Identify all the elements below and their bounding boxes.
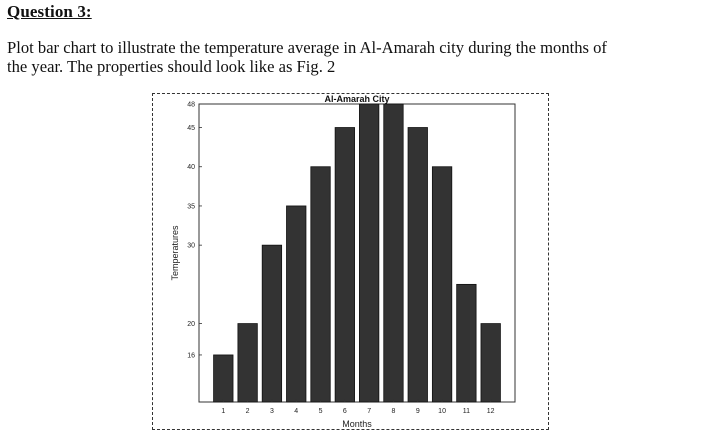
y-tick-label: 20 [187,321,195,328]
x-tick-label: 9 [416,408,420,415]
bar-month-10 [431,166,453,403]
bar-month-5 [310,166,331,403]
x-tick-label: 4 [294,408,298,415]
bar-month-7 [359,103,380,403]
x-tick-label: 1 [221,408,225,415]
bar-month-4 [286,205,307,403]
y-axis-label: Temperatures [170,225,180,281]
x-tick-label: 5 [319,408,323,415]
y-tick-label: 16 [187,352,195,359]
bar-month-8 [383,103,404,403]
bars-group [213,103,501,403]
bar-month-6 [334,127,355,403]
bar-month-11 [456,283,477,403]
y-tick-label: 30 [187,243,195,250]
question-text-line-2: the year. The properties should look lik… [7,57,336,76]
y-ticks-group: 16 20 30 35 40 45 48 [187,102,202,359]
x-tick-label: 10 [438,408,446,415]
bar-month-2 [237,323,258,403]
y-tick-label: 35 [187,203,195,210]
question-heading: Question 3: [7,2,92,21]
bar-month-9 [407,127,428,403]
chart-title: Al-Amarah City [324,94,389,104]
x-tick-label: 8 [392,408,396,415]
question-text: Plot bar chart to illustrate the tempera… [7,38,697,76]
figure-frame [152,93,549,430]
x-tick-label: 12 [487,408,495,415]
y-tick-label: 48 [187,102,195,109]
x-ticks-group: 1 2 3 4 5 6 7 8 9 10 11 12 [221,399,495,415]
x-axis-label: Months [342,419,372,429]
y-tick-label: 40 [187,164,195,171]
x-tick-label: 3 [270,408,274,415]
bar-month-3 [261,244,283,403]
y-tick-label: 45 [187,125,195,132]
bar-month-1 [213,354,234,403]
bar-month-12 [480,323,501,403]
x-tick-label: 11 [463,408,470,415]
x-tick-label: 7 [367,408,371,415]
x-tick-label: 6 [343,408,347,415]
x-tick-label: 2 [246,408,250,415]
question-text-line-1: Plot bar chart to illustrate the tempera… [7,38,607,57]
